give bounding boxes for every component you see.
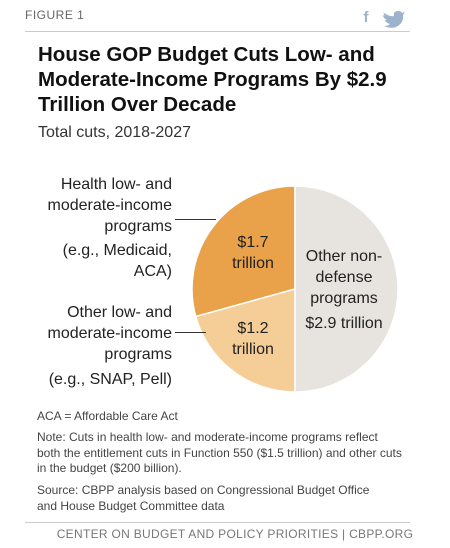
- figure-label: FIGURE 1: [25, 8, 85, 22]
- source: Source: CBPP analysis based on Congressi…: [37, 483, 370, 513]
- note: Note: Cuts in health low- and moderate-i…: [37, 430, 402, 475]
- pie-slice: [294, 185, 399, 393]
- category-label: Other low- and moderate-income programs: [47, 304, 173, 363]
- chart-title: House GOP Budget Cuts Low- and Moderate-…: [38, 43, 387, 116]
- chart-subtitle: Total cuts, 2018-2027: [38, 124, 191, 141]
- pie-slice: [194, 288, 296, 393]
- category-note: (e.g., Medicaid, ACA): [62, 242, 172, 280]
- value-label: $1.2 trillion: [232, 320, 274, 358]
- category-note: (e.g., SNAP, Pell): [48, 371, 172, 388]
- value-label: $1.7 trillion: [232, 234, 274, 272]
- category-label: Health low- and moderate-income programs: [47, 176, 173, 235]
- value-label: $2.9 trillion: [305, 315, 383, 332]
- abbreviation-note: ACA = Affordable Care Act: [37, 409, 178, 423]
- facebook-icon[interactable]: f: [364, 9, 370, 26]
- pie-slice: [191, 185, 296, 318]
- twitter-icon[interactable]: [383, 11, 405, 28]
- footer: CENTER ON BUDGET AND POLICY PRIORITIES |…: [56, 527, 414, 541]
- category-label: Other non-defense programs: [305, 248, 383, 307]
